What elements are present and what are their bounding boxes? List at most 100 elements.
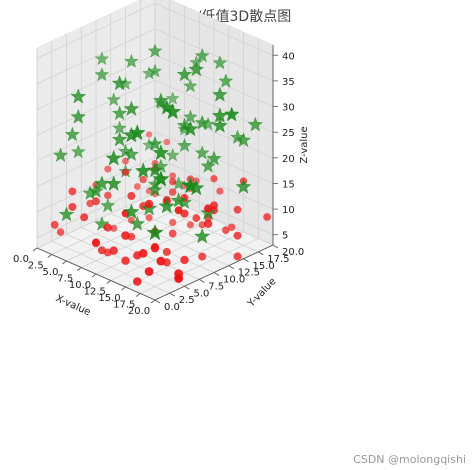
circle-point [203,204,213,213]
star-point [235,178,252,194]
x-tick [62,260,67,265]
star-point [164,103,182,120]
y-tick [169,292,175,297]
star-point [165,147,180,162]
x-tick [47,254,52,258]
circle-point [145,131,153,138]
circle-point [91,238,101,248]
circle-point [68,202,77,211]
y-axis-title: Y-value [245,276,278,310]
star-point [146,223,164,241]
star-point [193,227,211,244]
star-point [218,73,234,88]
circle-point [97,246,106,255]
z-gridline [36,2,274,59]
y-gridline [95,20,215,273]
z-tick-label: 15 [282,179,295,190]
circle-point [144,199,154,209]
circle-point [103,223,112,232]
z-gridline [36,54,274,110]
star-point [100,197,116,213]
circle-point [192,214,201,223]
circle-point [169,172,177,180]
star-point [176,137,193,153]
star-point [111,131,128,147]
star-point [147,181,163,197]
y-tick-label: 7.5 [208,281,224,292]
star-point [147,135,163,151]
circle-point [80,213,89,222]
y-tick-label: 20.0 [282,247,304,258]
circle-point [233,252,242,261]
z-gridline [36,28,274,85]
y-tick [258,251,264,256]
star-point [158,197,176,214]
x-tick-label: 17.5 [113,300,135,311]
star-point [235,132,252,147]
star-point [211,107,229,123]
x-tick [91,273,97,278]
circle-point [233,231,242,240]
z-tick-label: 10 [282,205,295,216]
y-tick [199,279,205,283]
y-tick-label: 15.0 [253,261,275,272]
star-point [106,92,121,107]
circle-point [162,247,171,256]
star-point [128,124,146,141]
z-gridline [36,105,274,162]
star-point [211,86,228,102]
star-point [129,215,146,231]
star-point [70,144,86,159]
z-tick-label: 30 [282,103,295,114]
x-tick-label: 5.0 [43,267,59,278]
star-point [123,203,140,219]
circle-point [150,243,160,253]
circle-point [121,231,130,240]
star-point [182,120,199,137]
circle-point [138,249,148,258]
y-gridline [66,34,185,287]
circle-point [50,220,59,229]
x-tick-label: 10.0 [69,280,91,291]
star-point [152,144,170,161]
star-point [181,177,199,194]
star-point [223,106,240,122]
watermark: CSDN @molongqishi [353,453,466,466]
x-tick-label: 7.5 [57,274,73,285]
circle-point [109,246,118,255]
star-point [52,147,69,162]
star-point [111,105,128,121]
z-tick-label: 20 [282,154,295,165]
z-tick-label: 25 [282,128,295,139]
star-point [105,175,122,191]
z-tick-label: 40 [282,51,295,62]
y-tick-label: 2.5 [179,295,195,306]
circle-point [168,229,177,238]
x-tick [77,267,82,271]
circle-point [56,228,65,236]
x-tick [121,286,126,291]
circle-point [133,277,142,286]
y-tick [272,244,279,249]
star-point [211,117,228,133]
circle-point [86,199,94,208]
circle-point [145,213,153,222]
star-point [183,109,198,124]
circle-point [174,269,184,279]
x-tick-label: 2.5 [28,261,44,272]
star-point [123,100,140,116]
circle-point [180,255,189,265]
y-tick-label: 10.0 [223,275,245,286]
x-tick [106,280,111,284]
x-tick-label: 12.5 [84,287,106,298]
star-point [188,61,205,77]
star-point [147,63,163,78]
circle-point [163,138,171,146]
star-point [152,170,170,187]
circle-point [233,205,242,214]
star-point [165,91,180,105]
y-tick [154,299,161,304]
circle-point [144,267,154,276]
star-point [94,51,110,66]
